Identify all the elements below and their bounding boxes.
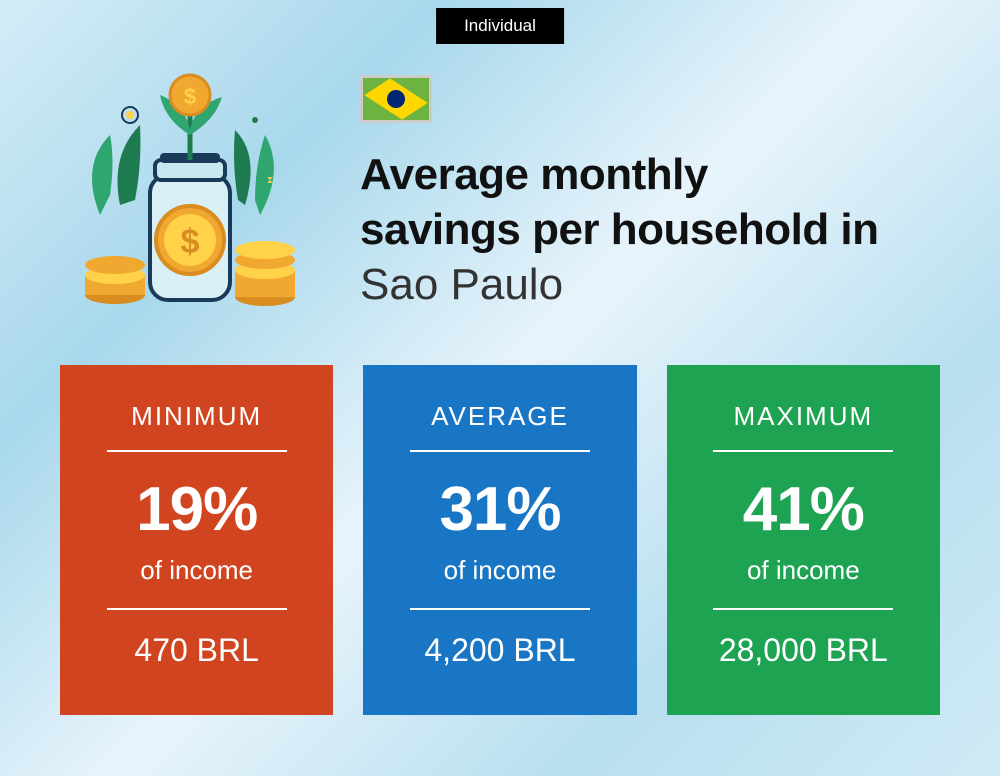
card-subtext: of income xyxy=(691,555,916,586)
card-average: AVERAGE 31% of income 4,200 BRL xyxy=(363,365,636,715)
card-label: MINIMUM xyxy=(84,401,309,432)
card-amount: 470 BRL xyxy=(84,632,309,669)
card-percent: 19% xyxy=(84,474,309,545)
card-subtext: of income xyxy=(387,555,612,586)
card-label: MAXIMUM xyxy=(691,401,916,432)
coin-stack-icon xyxy=(235,241,295,306)
divider xyxy=(107,608,287,610)
card-percent: 31% xyxy=(387,474,612,545)
sparkle-icon xyxy=(126,111,134,119)
leaf-icon xyxy=(255,135,274,215)
dollar-sign-icon: $ xyxy=(181,223,200,261)
flag-circle-icon xyxy=(387,90,405,108)
card-subtext: of income xyxy=(84,555,309,586)
title-block: Average monthly savings per household in… xyxy=(360,65,940,312)
leaf-icon xyxy=(234,130,251,205)
card-label: AVERAGE xyxy=(387,401,612,432)
card-amount: 28,000 BRL xyxy=(691,632,916,669)
card-percent: 41% xyxy=(691,474,916,545)
divider xyxy=(410,450,590,452)
header: $ $ Average monthly savings per househol… xyxy=(0,0,1000,325)
savings-illustration: $ $ xyxy=(60,65,320,325)
sparkle-icon xyxy=(252,117,258,123)
title-line-2: savings per household in xyxy=(360,202,940,257)
card-maximum: MAXIMUM 41% of income 28,000 BRL xyxy=(667,365,940,715)
card-minimum: MINIMUM 19% of income 470 BRL xyxy=(60,365,333,715)
brazil-flag-icon xyxy=(360,75,432,123)
title-location: Sao Paulo xyxy=(360,257,940,312)
divider xyxy=(713,450,893,452)
stat-cards: MINIMUM 19% of income 470 BRL AVERAGE 31… xyxy=(0,325,1000,715)
leaf-icon xyxy=(118,125,141,205)
divider xyxy=(410,608,590,610)
title-line-1: Average monthly xyxy=(360,147,940,202)
category-badge: Individual xyxy=(436,8,564,44)
leaf-icon xyxy=(92,135,113,215)
coin-stack-icon xyxy=(85,256,145,304)
divider xyxy=(713,608,893,610)
divider xyxy=(107,450,287,452)
dollar-sign-icon: $ xyxy=(184,84,196,109)
card-amount: 4,200 BRL xyxy=(387,632,612,669)
